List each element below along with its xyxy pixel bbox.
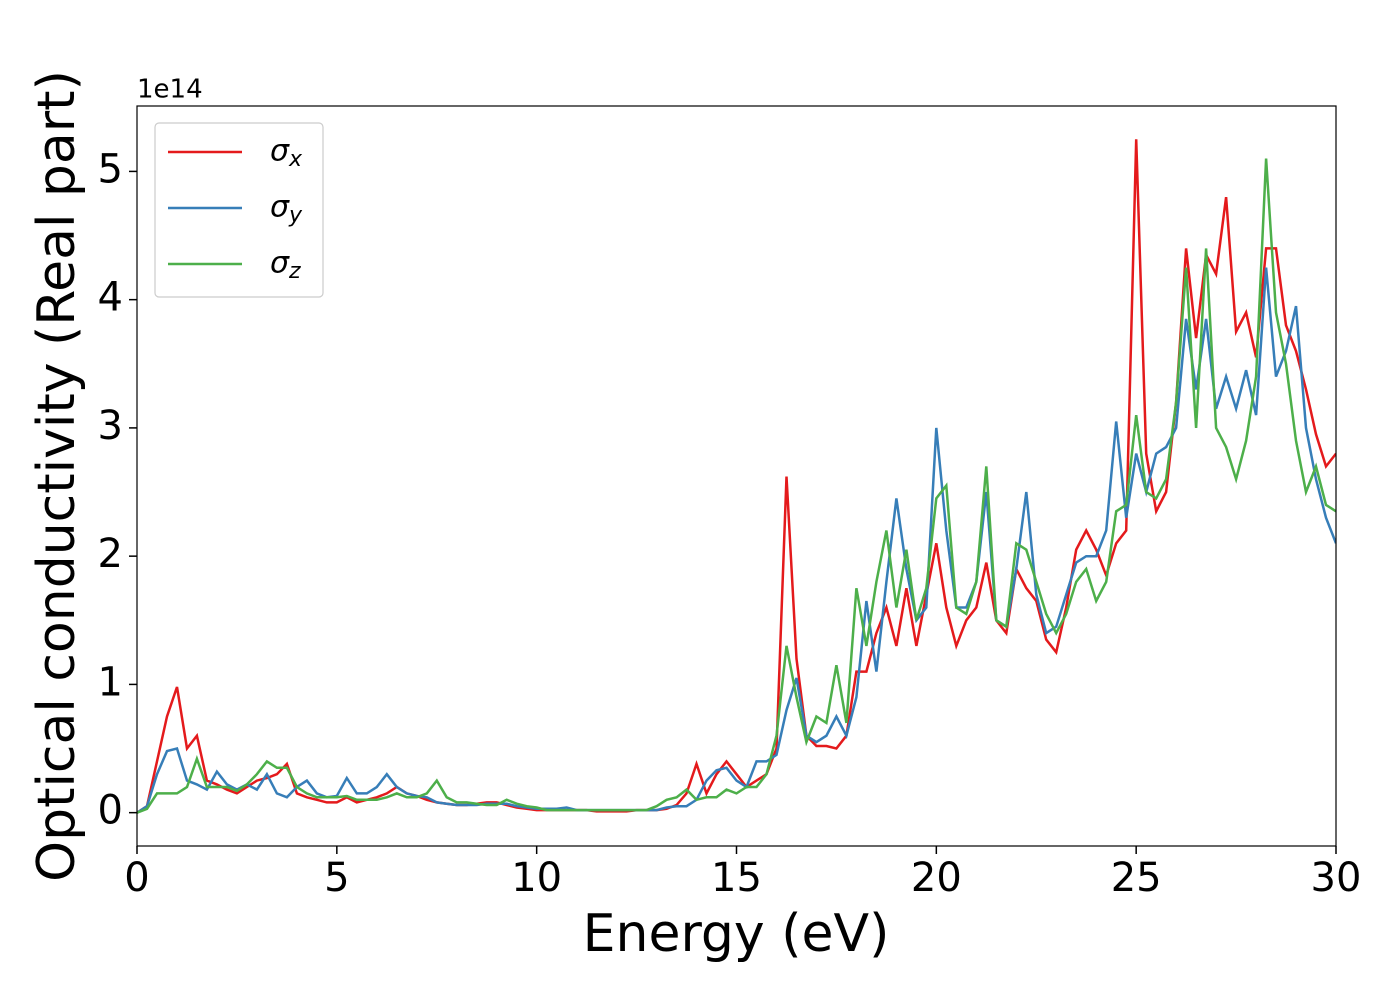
y-tick-label: 0 (98, 788, 123, 834)
legend-box (154, 122, 324, 298)
legend-label: σx (270, 134, 303, 173)
x-axis-label: Energy (eV) (583, 904, 890, 964)
x-tick-label: 0 (124, 855, 149, 901)
y-tick-label: 2 (98, 531, 123, 577)
series-line (137, 139, 1336, 814)
plot-frame (136, 105, 1337, 847)
x-tick-label: 10 (511, 855, 562, 901)
y-tick-label: 1 (98, 659, 123, 705)
x-tick-label: 20 (911, 855, 962, 901)
x-tick-label: 30 (1311, 855, 1362, 901)
x-tick-label: 5 (324, 855, 349, 901)
x-tick-label: 15 (711, 855, 762, 901)
x-tick-label: 25 (1111, 855, 1162, 901)
y-tick-label: 3 (98, 403, 123, 449)
legend-label: σy (270, 190, 303, 229)
y-tick-label: 4 (98, 275, 123, 321)
y-tick-label: 5 (98, 146, 123, 192)
y-offset-text: 1e14 (137, 75, 203, 105)
series-line (137, 267, 1336, 814)
y-axis-label: Optical conductivity (Real part) (27, 70, 87, 882)
series-line (137, 158, 1336, 814)
